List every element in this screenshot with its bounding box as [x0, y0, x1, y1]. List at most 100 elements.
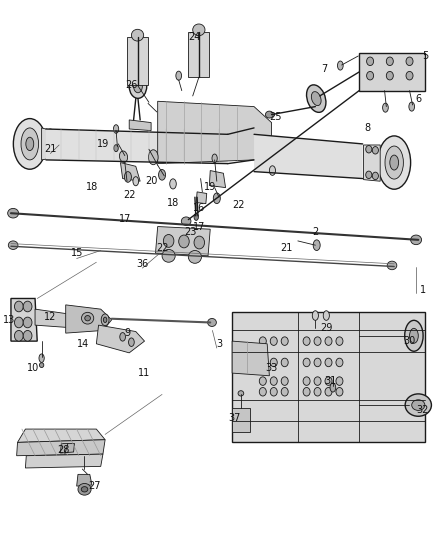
Ellipse shape [7, 208, 18, 218]
Circle shape [336, 358, 343, 367]
Circle shape [270, 377, 277, 385]
Text: 22: 22 [233, 200, 245, 210]
Bar [127, 37, 148, 85]
Ellipse shape [162, 249, 175, 262]
Circle shape [325, 358, 332, 367]
Polygon shape [155, 227, 210, 256]
Circle shape [314, 387, 321, 396]
Text: 1: 1 [420, 286, 426, 295]
Bar [188, 32, 209, 77]
Ellipse shape [208, 318, 216, 326]
Ellipse shape [14, 119, 46, 169]
Circle shape [23, 317, 32, 328]
Ellipse shape [323, 311, 329, 320]
Polygon shape [209, 171, 226, 188]
Circle shape [336, 377, 343, 385]
Circle shape [14, 301, 23, 312]
Text: 30: 30 [403, 336, 416, 346]
Circle shape [314, 337, 321, 345]
Circle shape [303, 337, 310, 345]
Circle shape [386, 71, 393, 80]
Ellipse shape [113, 125, 119, 133]
Ellipse shape [120, 151, 127, 163]
Text: 32: 32 [417, 406, 429, 415]
Text: 22: 22 [156, 243, 168, 253]
Ellipse shape [114, 145, 118, 152]
Ellipse shape [312, 311, 318, 320]
Text: 31: 31 [325, 376, 337, 386]
Text: 7: 7 [321, 64, 327, 74]
Text: 8: 8 [365, 123, 371, 133]
Polygon shape [17, 440, 105, 456]
Circle shape [406, 71, 413, 80]
Circle shape [325, 337, 332, 345]
Circle shape [194, 236, 205, 249]
Polygon shape [120, 163, 140, 181]
Ellipse shape [330, 383, 336, 392]
Ellipse shape [26, 137, 34, 151]
Text: 27: 27 [88, 481, 100, 491]
Circle shape [367, 57, 374, 66]
Circle shape [406, 57, 413, 66]
Ellipse shape [78, 483, 91, 495]
Polygon shape [11, 298, 37, 341]
Ellipse shape [39, 362, 44, 368]
Polygon shape [129, 120, 151, 131]
Circle shape [303, 377, 310, 385]
Polygon shape [46, 129, 228, 164]
Ellipse shape [21, 128, 39, 160]
Ellipse shape [410, 235, 421, 245]
Text: 6: 6 [415, 94, 421, 103]
Ellipse shape [176, 71, 181, 80]
Ellipse shape [103, 317, 107, 322]
Circle shape [314, 358, 321, 367]
Ellipse shape [159, 169, 166, 180]
Ellipse shape [383, 103, 389, 112]
Polygon shape [232, 312, 425, 442]
Ellipse shape [385, 146, 403, 179]
Circle shape [163, 235, 174, 247]
Text: 13: 13 [3, 315, 15, 325]
Ellipse shape [215, 179, 219, 186]
Circle shape [325, 387, 332, 396]
Ellipse shape [212, 154, 217, 163]
Circle shape [372, 172, 378, 180]
Ellipse shape [124, 172, 131, 182]
Circle shape [336, 387, 343, 396]
Ellipse shape [131, 29, 144, 41]
Ellipse shape [405, 394, 431, 416]
Ellipse shape [188, 251, 201, 263]
Circle shape [23, 330, 32, 341]
Ellipse shape [311, 92, 321, 106]
Circle shape [14, 330, 23, 341]
Polygon shape [66, 305, 112, 333]
Text: 19: 19 [97, 139, 109, 149]
Ellipse shape [410, 328, 418, 343]
Circle shape [314, 377, 321, 385]
Text: 16: 16 [193, 203, 205, 213]
Circle shape [259, 377, 266, 385]
Circle shape [14, 317, 23, 328]
Text: 17: 17 [193, 222, 205, 231]
Ellipse shape [378, 136, 411, 189]
Ellipse shape [194, 214, 198, 221]
Ellipse shape [129, 338, 134, 346]
Circle shape [281, 337, 288, 345]
Circle shape [366, 171, 372, 179]
Ellipse shape [409, 102, 414, 111]
Circle shape [23, 301, 32, 312]
Text: 29: 29 [320, 323, 332, 333]
Ellipse shape [159, 239, 165, 249]
Polygon shape [232, 408, 250, 432]
Ellipse shape [129, 74, 147, 99]
Circle shape [270, 358, 277, 367]
Circle shape [259, 387, 266, 396]
Ellipse shape [81, 487, 88, 492]
Polygon shape [158, 101, 272, 164]
Ellipse shape [85, 316, 90, 321]
Ellipse shape [39, 354, 44, 362]
Text: 37: 37 [228, 414, 240, 423]
Circle shape [325, 377, 332, 385]
Text: 5: 5 [422, 51, 428, 61]
Ellipse shape [148, 150, 158, 165]
